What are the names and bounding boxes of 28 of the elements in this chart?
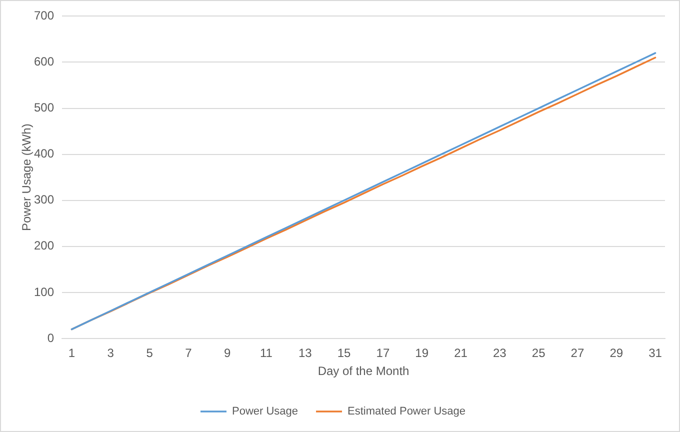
x-axis-title: Day of the Month	[318, 364, 410, 378]
x-tick-label: 17	[376, 346, 390, 360]
x-tick-label: 15	[337, 346, 352, 360]
y-tick-label: 600	[34, 54, 54, 69]
legend-label: Estimated Power Usage	[348, 406, 466, 418]
x-tick-label: 31	[648, 346, 662, 360]
y-tick-label: 400	[34, 146, 54, 161]
y-axis-title: Power Usage (kWh)	[20, 124, 34, 232]
x-tick-label: 13	[298, 346, 312, 360]
x-tick-label: 5	[146, 346, 154, 360]
y-tick-label: 300	[34, 192, 54, 207]
x-tick-label: 21	[454, 346, 468, 360]
x-tick-label: 29	[610, 346, 624, 360]
x-tick-label: 11	[260, 346, 273, 360]
x-tick-label: 19	[415, 346, 429, 360]
y-tick-label: 100	[34, 284, 54, 299]
x-tick-label: 25	[532, 346, 546, 360]
x-tick-label: 9	[224, 346, 231, 360]
x-tick-label: 27	[570, 346, 584, 360]
legend-label: Power Usage	[232, 406, 298, 418]
x-tick-label: 23	[492, 346, 507, 360]
x-tick-label: 1	[68, 346, 76, 360]
y-tick-label: 700	[34, 8, 54, 23]
y-tick-label: 500	[34, 100, 54, 115]
y-tick-label: 0	[47, 330, 54, 345]
y-tick-label: 200	[34, 238, 54, 253]
x-tick-label: 7	[185, 346, 192, 360]
x-tick-label: 3	[107, 346, 114, 360]
